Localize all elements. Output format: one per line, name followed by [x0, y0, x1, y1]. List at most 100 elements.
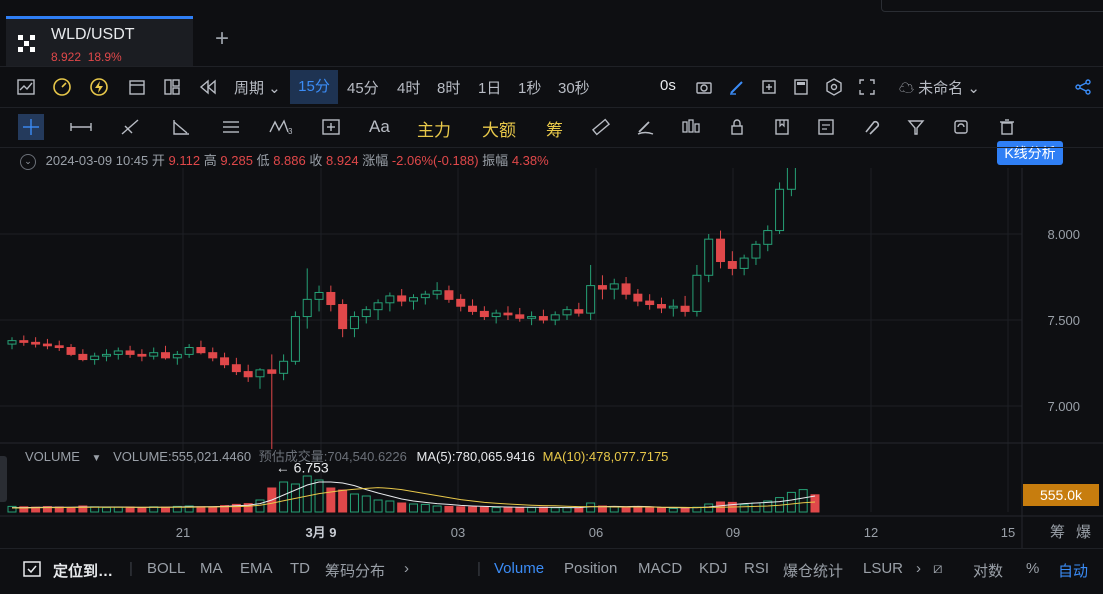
settings-icon[interactable] — [824, 77, 844, 97]
right-label-bao: 爆 — [1076, 524, 1091, 541]
interval-30s[interactable]: 30秒 — [558, 80, 590, 97]
candle-body — [113, 350, 123, 355]
candle-body — [527, 316, 537, 319]
trend-line-icon[interactable] — [119, 117, 141, 137]
layout-icon[interactable] — [162, 77, 182, 97]
indicator-chip[interactable]: 筹码分布 — [325, 563, 386, 580]
okx-logo-icon — [18, 35, 35, 52]
volume-bar — [161, 506, 171, 513]
candle-body — [716, 238, 726, 263]
trash-icon[interactable] — [996, 117, 1018, 137]
speedometer-icon[interactable] — [52, 77, 72, 97]
sub-volume[interactable]: Volume — [494, 560, 545, 577]
locate-button[interactable]: 定位到… — [53, 563, 114, 580]
camera-icon[interactable] — [694, 77, 714, 97]
sub-rsi[interactable]: RSI — [744, 560, 770, 577]
log-scale-toggle[interactable]: 对数 — [973, 563, 1004, 580]
horizontal-line-icon[interactable] — [68, 117, 94, 137]
lightning-icon[interactable] — [89, 77, 109, 97]
candle-body — [338, 304, 348, 330]
volume-bar — [550, 507, 560, 513]
ma10-line — [12, 487, 816, 509]
chevron-right-icon-2[interactable]: › — [916, 560, 921, 577]
sub-position[interactable]: Position — [564, 560, 618, 577]
left-panel-handle[interactable] — [0, 456, 7, 502]
text-tool[interactable]: Aa — [369, 117, 390, 136]
indicator-ma[interactable]: MA — [200, 560, 223, 577]
candle-body — [161, 352, 171, 359]
rewind-icon[interactable] — [198, 77, 218, 97]
interval-45m[interactable]: 45分 — [347, 80, 379, 97]
volume-bar — [468, 506, 478, 513]
chou-tool[interactable]: 筹 — [546, 121, 563, 140]
candle-tool-icon[interactable] — [680, 117, 702, 137]
candle-body — [90, 355, 100, 361]
indicator-boll[interactable]: BOLL — [147, 560, 186, 577]
layout-name-dropdown[interactable]: ☁ 未命名 ⌄ — [899, 80, 980, 97]
pencil-icon[interactable] — [727, 77, 747, 97]
divider-2: | — [477, 560, 481, 577]
volume-bar — [7, 505, 17, 513]
volume-bar — [527, 507, 537, 513]
symbol-price: 8.922 18.9% — [51, 50, 122, 64]
lock-icon[interactable] — [726, 117, 748, 137]
magnet-icon[interactable] — [860, 117, 882, 137]
candle-body — [397, 295, 407, 302]
sub-lsur[interactable]: LSUR — [863, 560, 904, 577]
volume-title[interactable]: VOLUME — [25, 449, 80, 464]
dae-tool[interactable]: 大额 — [482, 121, 516, 140]
note-icon[interactable] — [815, 117, 837, 137]
add-tab-button[interactable]: + — [215, 25, 230, 52]
add-window-icon[interactable] — [759, 77, 779, 97]
candle-body — [42, 343, 52, 347]
interval-15m[interactable]: 15分 — [290, 70, 338, 104]
percent-toggle[interactable]: % — [1026, 560, 1040, 577]
volume-bar — [538, 506, 548, 513]
zhuli-tool[interactable]: 主力 — [417, 121, 451, 140]
auto-scale-toggle[interactable]: 自动 — [1058, 563, 1089, 580]
candle-body — [54, 345, 64, 349]
sub-macd[interactable]: MACD — [638, 560, 683, 577]
interval-1d[interactable]: 1日 — [478, 80, 502, 97]
sub-liquidation[interactable]: 爆仓统计 — [783, 563, 844, 580]
angle-icon[interactable] — [170, 117, 192, 137]
interval-4h[interactable]: 4时 — [397, 80, 421, 97]
candle-body — [66, 347, 76, 355]
edit-icon[interactable]: ⧄ — [933, 560, 943, 577]
collapse-icon[interactable]: ⌄ — [20, 153, 36, 170]
symbol-tab[interactable]: WLD/USDT 8.922 18.9% — [6, 16, 193, 66]
sub-kdj[interactable]: KDJ — [699, 560, 728, 577]
indicator-ema[interactable]: EMA — [240, 560, 273, 577]
candle-body — [786, 168, 796, 190]
fullscreen-icon[interactable] — [857, 77, 877, 97]
ruler-icon[interactable] — [590, 117, 612, 137]
indicator-td[interactable]: TD — [290, 560, 310, 577]
bookmark-icon[interactable] — [771, 117, 793, 137]
top-search-box[interactable] — [881, 0, 1103, 12]
x-tick-label: 3月 9 — [305, 525, 336, 540]
volume-bar — [243, 503, 253, 513]
wave-icon[interactable]: 3 — [268, 117, 294, 137]
filter-icon[interactable] — [905, 117, 927, 137]
locate-icon[interactable] — [22, 558, 42, 582]
sync-icon[interactable] — [950, 117, 972, 137]
candle-body — [444, 290, 454, 300]
brush-icon[interactable] — [634, 117, 656, 137]
calendar-icon[interactable] — [127, 77, 147, 97]
svg-text:3: 3 — [288, 127, 293, 136]
volume-bar — [279, 481, 289, 513]
crosshair-icon[interactable] — [18, 114, 44, 140]
interval-8h[interactable]: 8时 — [437, 80, 461, 97]
share-icon[interactable] — [1073, 77, 1093, 97]
measure-icon[interactable] — [320, 117, 342, 137]
period-dropdown[interactable]: 周期 ⌄ — [234, 80, 281, 97]
chevron-right-icon[interactable]: › — [404, 560, 409, 577]
volume-bar — [432, 505, 442, 513]
kline-analysis-button[interactable]: K线分析 — [997, 141, 1063, 165]
calculator-icon[interactable] — [791, 77, 811, 97]
line-chart-icon[interactable] — [16, 77, 36, 97]
interval-1s[interactable]: 1秒 — [518, 80, 542, 97]
parallel-lines-icon[interactable] — [220, 117, 242, 137]
volume-bar — [196, 506, 206, 513]
